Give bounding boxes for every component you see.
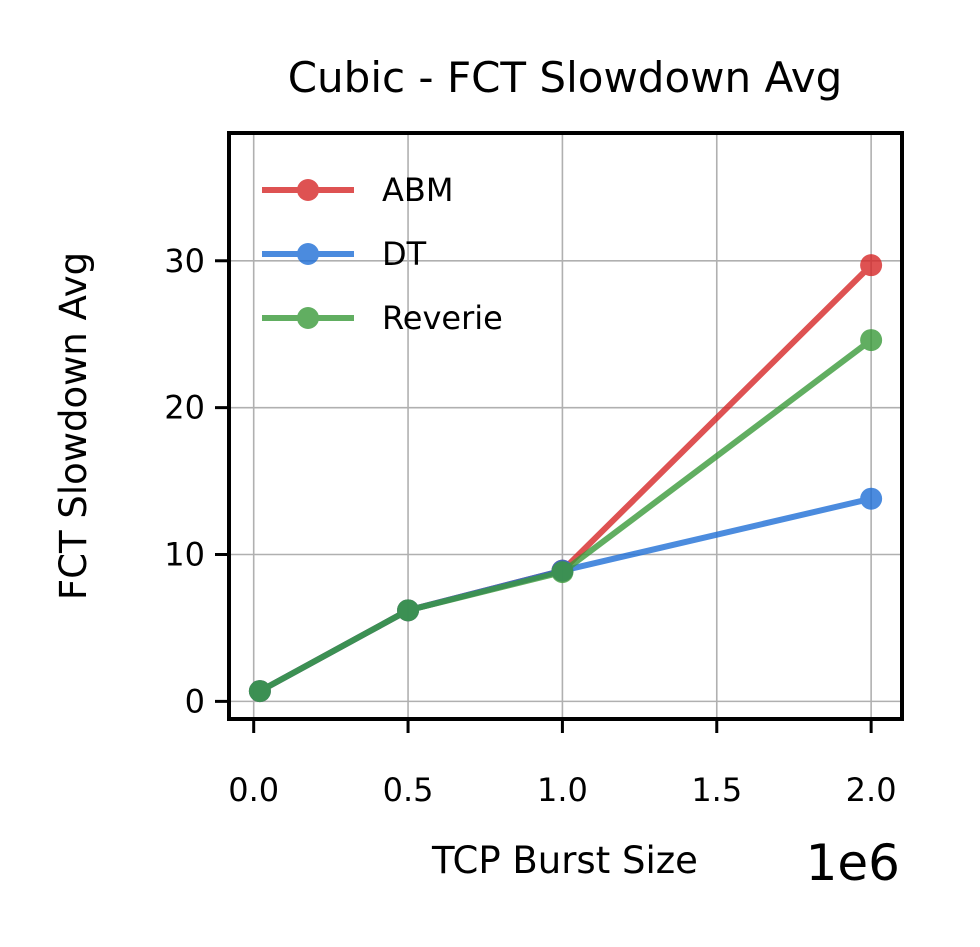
- series-layer: [248, 254, 883, 703]
- data-point: [397, 599, 420, 622]
- series-reverie: [248, 329, 883, 703]
- data-point: [860, 254, 883, 277]
- series-line: [256, 337, 875, 695]
- legend-item: [262, 243, 354, 265]
- x-tick-label: 1.0: [537, 771, 588, 809]
- x-tick-label: 0.0: [228, 771, 279, 809]
- legend-item: [262, 179, 354, 201]
- legend-label: DT: [382, 235, 427, 273]
- y-tick-label: 30: [164, 242, 205, 280]
- plot-frame: [227, 131, 904, 721]
- legend-marker: [297, 179, 319, 201]
- legend: ABM DT Reverie: [262, 171, 503, 337]
- y-tick-label: 0: [185, 682, 205, 720]
- y-tick-label: 20: [164, 389, 205, 427]
- series-line: [256, 262, 875, 695]
- legend-marker: [297, 307, 319, 329]
- data-point: [860, 329, 883, 352]
- y-tick-label: 10: [164, 536, 205, 574]
- data-point: [248, 680, 271, 703]
- x-tick-label: 0.5: [383, 771, 434, 809]
- chart-title: Cubic - FCT Slowdown Avg: [288, 53, 843, 102]
- x-tick-label: 2.0: [846, 771, 897, 809]
- legend-label: Reverie: [382, 299, 503, 337]
- data-point: [860, 487, 883, 510]
- series-abm: [248, 254, 883, 703]
- series-dt: [248, 487, 883, 703]
- legend-marker: [297, 243, 319, 265]
- legend-label: ABM: [382, 171, 453, 209]
- data-point: [551, 561, 574, 584]
- legend-item: [262, 307, 354, 329]
- grid: [229, 133, 902, 719]
- x-axis-label: TCP Burst Size: [431, 839, 698, 882]
- x-axis-offset-label: 1e6: [806, 834, 900, 892]
- series-line: [256, 495, 875, 695]
- axis-ticks: 0.0 0.5 1.0 1.5 2.0 0 10 20 30: [164, 242, 896, 809]
- y-axis-label: FCT Slowdown Avg: [52, 252, 95, 600]
- x-tick-label: 1.5: [691, 771, 742, 809]
